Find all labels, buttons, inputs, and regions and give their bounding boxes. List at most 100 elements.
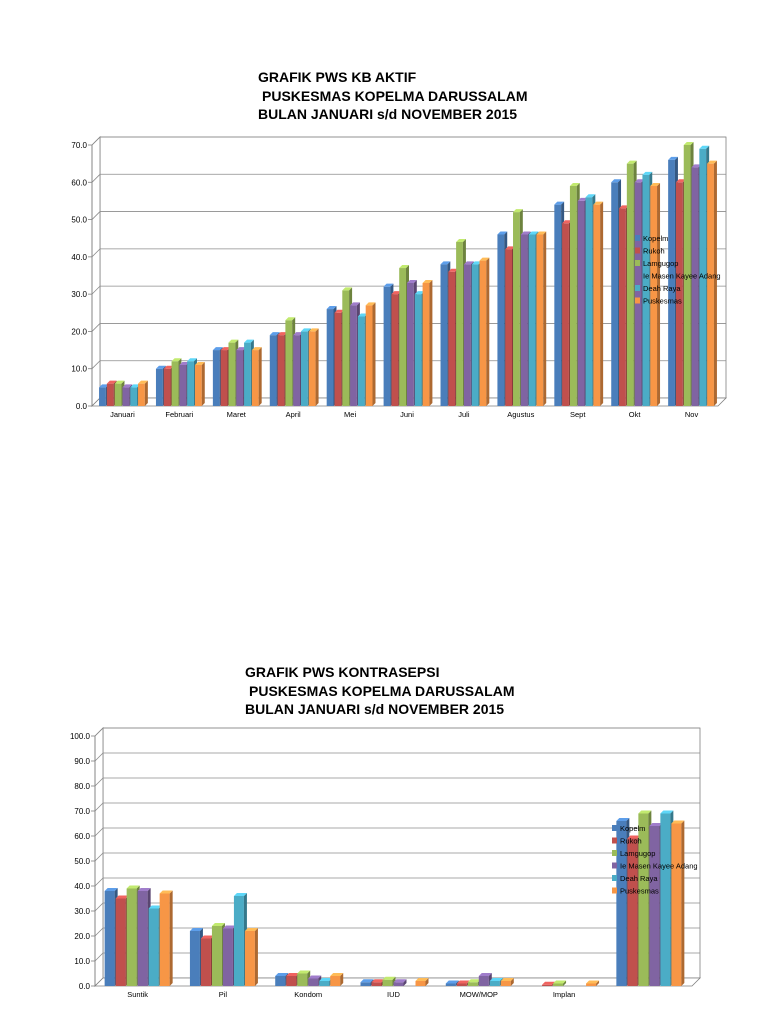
bar-top	[233, 893, 247, 896]
bar-top	[691, 164, 702, 168]
bar-top	[137, 888, 151, 891]
bar-front	[308, 331, 316, 406]
bar-top	[649, 823, 663, 826]
legend-label: Deah Raya	[643, 284, 681, 293]
legend-label: Kopelm	[643, 234, 668, 243]
bar-top	[448, 268, 459, 272]
bar-top	[505, 246, 516, 250]
x-tick-label: MOW/MOP	[460, 990, 498, 999]
bar-top	[138, 380, 148, 384]
bar-top	[638, 810, 652, 814]
chart-title-line-3: BULAN JANUARI s/d NOVEMBER 2015	[245, 701, 505, 717]
bar-front	[365, 305, 373, 406]
bar-front	[471, 264, 479, 406]
bar-front	[448, 271, 456, 406]
bar-front	[479, 260, 487, 406]
bar-top	[115, 895, 129, 899]
bar-top	[342, 287, 353, 291]
bar-top	[399, 265, 409, 269]
bar-front	[155, 368, 163, 406]
bar-side	[713, 160, 717, 406]
bar-front	[171, 361, 179, 406]
bar-front	[350, 305, 357, 406]
bar-side	[372, 302, 376, 406]
x-tick-label: IUD	[387, 990, 401, 999]
bar-top	[275, 973, 289, 976]
bar-front	[668, 159, 675, 406]
bar-front	[463, 264, 471, 406]
bar-front	[122, 387, 130, 406]
bar-front	[553, 983, 564, 986]
bar-top	[513, 209, 523, 213]
bar-top	[642, 171, 653, 175]
bar-side	[681, 820, 685, 986]
kontrasepsi-chart: GRAFIK PWS KONTRASEPSI PUSKESMAS KOPELMA…	[0, 655, 768, 1024]
bar-side	[425, 978, 429, 986]
chart-title-line-1: GRAFIK PWS KB AKTIF	[258, 69, 417, 85]
bar-side	[169, 890, 173, 986]
bar-front	[179, 364, 187, 406]
bar-top	[228, 339, 239, 343]
bar-front	[554, 204, 562, 406]
bar	[415, 978, 429, 986]
y-tick-label: 30.0	[74, 907, 90, 916]
bar-top	[382, 976, 396, 980]
bar-top	[286, 973, 300, 976]
bar-front	[456, 241, 463, 406]
bar-top	[357, 313, 368, 317]
bar-front	[440, 264, 448, 406]
kb-aktif-chart: GRAFIK PWS KB AKTIF PUSKESMAS KOPELMA DA…	[0, 60, 768, 430]
bar-front	[691, 167, 699, 406]
bar-front	[342, 290, 350, 406]
bar-front	[638, 813, 649, 986]
bar-side	[543, 231, 547, 406]
y-tick-label: 70.0	[71, 141, 87, 150]
bar-front	[478, 976, 489, 986]
bar-side	[510, 978, 514, 986]
gridline	[91, 173, 726, 183]
bar	[159, 890, 173, 986]
bar-top	[187, 358, 197, 362]
bar-front	[611, 182, 619, 406]
bar-side	[144, 380, 148, 406]
bar-top	[308, 328, 319, 332]
y-tick-label: 100.0	[70, 732, 91, 741]
bar-front	[163, 368, 171, 406]
bar	[650, 183, 661, 406]
bar-top	[104, 888, 118, 891]
bar-front	[371, 982, 382, 986]
bar-side	[596, 980, 600, 986]
bar-front	[593, 204, 601, 406]
bar-front	[391, 294, 399, 406]
bar-top	[350, 302, 360, 306]
x-tick-label: Suntik	[127, 990, 148, 999]
legend-label: Ie Masen Kayee Adang	[643, 272, 721, 281]
bar-side	[258, 347, 262, 406]
bar-front	[115, 898, 126, 986]
legend-label: Lamgugop	[643, 259, 678, 268]
x-tick-label: Juli	[458, 410, 470, 419]
bar-side	[563, 980, 567, 986]
bar-top	[126, 885, 140, 889]
bar-top	[189, 928, 203, 931]
bar-top	[467, 979, 481, 983]
bar-front	[286, 976, 297, 986]
y-tick-label: 0.0	[76, 402, 88, 411]
bar-top	[445, 980, 459, 984]
bar-top	[479, 257, 490, 261]
x-tick-label: Maret	[227, 410, 247, 419]
bar-top	[220, 347, 231, 351]
bar-front	[244, 342, 251, 406]
bar-front	[275, 976, 286, 986]
bar-top	[586, 980, 600, 984]
bar-front	[277, 335, 285, 406]
bar-top	[236, 347, 247, 351]
bar-front	[393, 982, 404, 986]
bar-top	[683, 142, 694, 145]
y-tick-label: 80.0	[74, 782, 90, 791]
bar-top	[554, 201, 565, 205]
bar	[422, 279, 433, 406]
bar-front	[222, 928, 233, 986]
bar-front	[269, 335, 277, 406]
bar-top	[569, 183, 580, 187]
